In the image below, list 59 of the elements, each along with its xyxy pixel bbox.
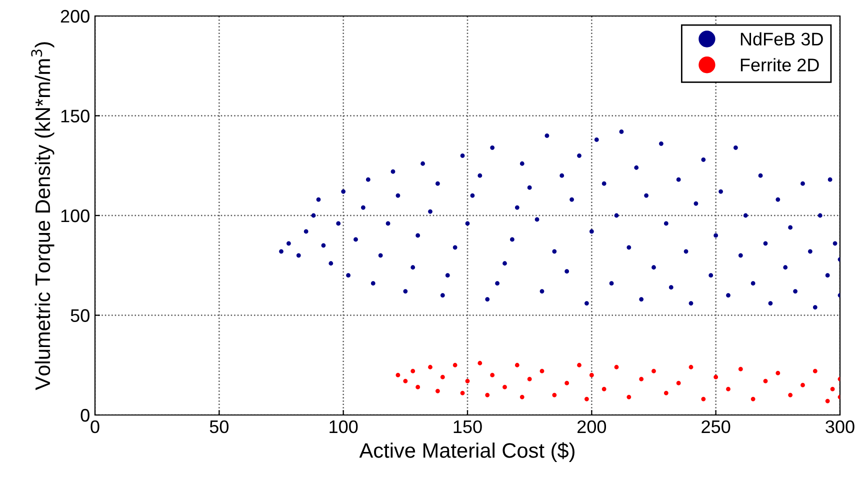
point bbox=[800, 382, 805, 388]
point bbox=[520, 394, 524, 400]
point bbox=[614, 364, 619, 370]
y-axis-title: Volumetric Torque Density (kN*m/m$^{3}$) bbox=[31, 42, 54, 390]
x-tick-label: 300 bbox=[826, 420, 854, 434]
y-tick-label: 150 bbox=[61, 110, 90, 122]
point bbox=[701, 396, 706, 402]
point bbox=[502, 384, 507, 390]
x-axis-title: Active Material Cost ($) bbox=[359, 442, 574, 462]
point bbox=[750, 396, 756, 402]
point bbox=[478, 360, 482, 366]
point bbox=[452, 362, 458, 368]
point bbox=[485, 392, 490, 398]
point bbox=[460, 390, 465, 396]
point bbox=[564, 380, 570, 386]
x-tick-label: 50 bbox=[210, 420, 229, 434]
point bbox=[788, 392, 793, 398]
point bbox=[626, 394, 632, 400]
point bbox=[584, 396, 589, 402]
point bbox=[738, 366, 743, 372]
y-tick-label: 0 bbox=[80, 408, 90, 422]
point bbox=[490, 372, 495, 378]
point bbox=[589, 372, 594, 378]
point bbox=[428, 364, 432, 370]
point bbox=[825, 398, 830, 404]
point bbox=[776, 370, 780, 376]
point bbox=[577, 362, 582, 368]
point bbox=[465, 378, 470, 384]
x-tick-label: 150 bbox=[454, 420, 482, 434]
legend-label: NdFeB 3D bbox=[740, 32, 823, 46]
x-tick-label: 200 bbox=[578, 420, 606, 434]
point bbox=[552, 392, 557, 398]
point bbox=[436, 388, 440, 394]
point bbox=[664, 390, 668, 396]
point bbox=[396, 372, 400, 378]
point bbox=[527, 376, 532, 382]
x-tick-label: 100 bbox=[330, 420, 358, 434]
legend-label: Ferrite 2D bbox=[740, 58, 819, 72]
point bbox=[726, 386, 730, 392]
point bbox=[812, 368, 818, 374]
point bbox=[676, 380, 681, 386]
x-tick-label: 250 bbox=[702, 420, 730, 434]
point bbox=[602, 386, 606, 392]
point bbox=[514, 362, 520, 368]
point bbox=[763, 378, 768, 384]
point bbox=[830, 386, 835, 392]
point bbox=[403, 378, 408, 384]
point bbox=[540, 368, 544, 374]
point bbox=[440, 374, 445, 380]
point bbox=[639, 376, 644, 382]
point bbox=[416, 384, 420, 390]
point bbox=[688, 364, 694, 370]
point bbox=[410, 368, 416, 374]
point bbox=[714, 374, 718, 380]
y-tick-label: 100 bbox=[61, 209, 90, 222]
y-tick-label: 50 bbox=[70, 309, 90, 322]
point bbox=[652, 368, 656, 374]
y-tick-label: 200 bbox=[60, 10, 90, 23]
x-tick-label: 0 bbox=[90, 420, 100, 434]
